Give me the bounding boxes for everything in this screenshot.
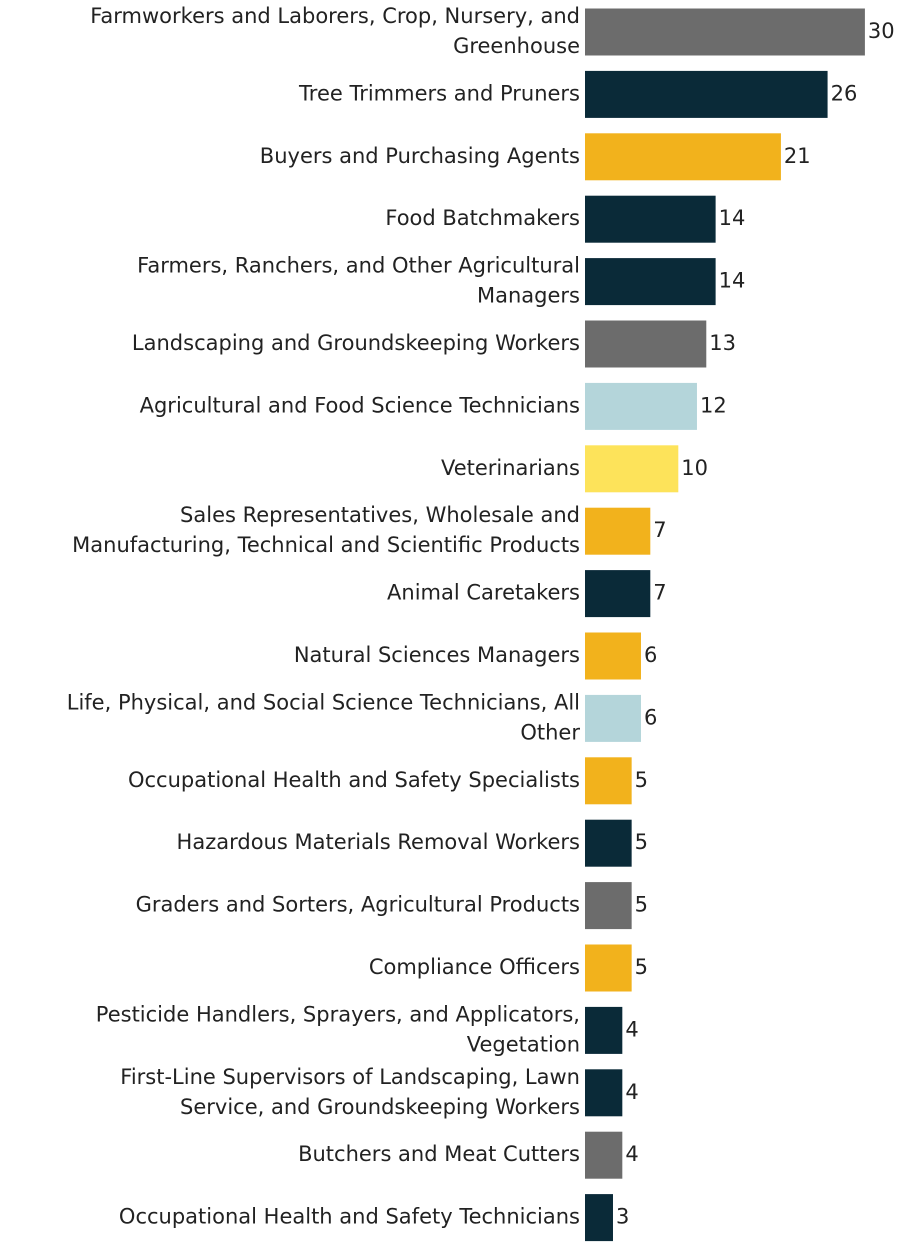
bar-4 [585, 195, 716, 243]
category-label-6: Landscaping and Groundskeeping Workers [132, 331, 580, 355]
value-label-8: 10 [681, 456, 708, 480]
category-labels-group: Farmworkers and Laborers, Crop, Nursery,… [67, 4, 581, 1229]
bar-13 [585, 757, 632, 805]
category-label-3: Buyers and Purchasing Agents [260, 144, 580, 168]
bar-19 [585, 1131, 623, 1179]
bar-11 [585, 632, 641, 680]
category-label-line: Occupational Health and Safety Technicia… [119, 1205, 580, 1229]
category-label-line: First-Line Supervisors of Landscaping, L… [120, 1065, 580, 1089]
category-label-line: Animal Caretakers [387, 581, 580, 605]
value-label-6: 13 [709, 331, 736, 355]
category-label-14: Hazardous Materials Removal Workers [177, 830, 580, 854]
bar-15 [585, 882, 632, 930]
category-label-line: Food Batchmakers [385, 206, 580, 230]
value-label-2: 26 [831, 81, 858, 105]
bar-2 [585, 70, 828, 118]
value-labels-group: 30 26 21 14 14 13 12 10 7 7 6 6 5 5 5 5 4 4 4 3 [616, 19, 895, 1229]
value-label-9: 7 [653, 518, 666, 542]
category-label-line: Butchers and Meat Cutters [298, 1142, 580, 1166]
bar-8 [585, 445, 679, 493]
value-label-15: 5 [635, 893, 648, 917]
bar-7 [585, 382, 697, 430]
category-label-11: Natural Sciences Managers [294, 643, 580, 667]
bar-1 [585, 8, 865, 56]
category-label-5: Farmers, Ranchers, and Other Agricultura… [137, 254, 580, 308]
category-label-line: Farmworkers and Laborers, Crop, Nursery,… [90, 4, 580, 28]
category-label-17: Pesticide Handlers, Sprayers, and Applic… [96, 1002, 580, 1056]
value-label-20: 3 [616, 1205, 629, 1229]
category-label-4: Food Batchmakers [385, 206, 580, 230]
category-label-line: Natural Sciences Managers [294, 643, 580, 667]
category-label-19: Butchers and Meat Cutters [298, 1142, 580, 1166]
category-label-7: Agricultural and Food Science Technician… [140, 393, 580, 417]
category-label-line: Landscaping and Groundskeeping Workers [132, 331, 580, 355]
category-label-line: Life, Physical, and Social Science Techn… [67, 690, 580, 714]
value-label-13: 5 [635, 768, 648, 792]
category-label-8: Veterinarians [441, 456, 580, 480]
bars-group [585, 8, 865, 1242]
value-label-7: 12 [700, 393, 727, 417]
category-label-line: Pesticide Handlers, Sprayers, and Applic… [96, 1002, 580, 1026]
value-label-14: 5 [635, 830, 648, 854]
category-label-line: Other [520, 720, 580, 744]
bar-18 [585, 1069, 623, 1117]
category-label-line: Agricultural and Food Science Technician… [140, 393, 580, 417]
bar-12 [585, 694, 641, 742]
category-label-line: Buyers and Purchasing Agents [260, 144, 580, 168]
bar-9 [585, 507, 651, 555]
category-label-line: Tree Trimmers and Pruners [298, 81, 580, 105]
value-label-5: 14 [719, 269, 746, 293]
category-label-line: Service, and Groundskeeping Workers [180, 1095, 580, 1119]
category-label-1: Farmworkers and Laborers, Crop, Nursery,… [90, 4, 580, 58]
bar-17 [585, 1006, 623, 1054]
category-label-line: Hazardous Materials Removal Workers [177, 830, 580, 854]
category-label-line: Sales Representatives, Wholesale and [180, 503, 580, 527]
value-label-18: 4 [625, 1080, 638, 1104]
category-label-16: Compliance Officers [369, 955, 580, 979]
category-label-18: First-Line Supervisors of Landscaping, L… [120, 1065, 580, 1119]
category-label-line: Vegetation [467, 1032, 580, 1056]
category-label-2: Tree Trimmers and Pruners [298, 81, 580, 105]
bar-5 [585, 258, 716, 306]
bar-14 [585, 819, 632, 867]
category-label-12: Life, Physical, and Social Science Techn… [67, 690, 581, 744]
category-label-10: Animal Caretakers [387, 581, 580, 605]
category-label-9: Sales Representatives, Wholesale and Manu… [72, 503, 580, 557]
category-label-line: Managers [477, 284, 580, 308]
bar-6 [585, 320, 707, 368]
category-label-line: Occupational Health and Safety Specialis… [128, 768, 580, 792]
value-label-11: 6 [644, 643, 657, 667]
bar-20 [585, 1194, 613, 1242]
bar-16 [585, 944, 632, 992]
category-label-line: Greenhouse [453, 34, 580, 58]
category-label-line: Farmers, Ranchers, and Other Agricultura… [137, 254, 580, 278]
category-label-15: Graders and Sorters, Agricultural Produc… [136, 893, 580, 917]
category-label-13: Occupational Health and Safety Specialis… [128, 768, 580, 792]
category-label-line: Graders and Sorters, Agricultural Produc… [136, 893, 580, 917]
value-label-17: 4 [625, 1017, 638, 1041]
value-label-1: 30 [868, 19, 895, 43]
value-label-4: 14 [719, 206, 746, 230]
value-label-19: 4 [625, 1142, 638, 1166]
value-label-3: 21 [784, 144, 811, 168]
bar-3 [585, 133, 781, 181]
bar-10 [585, 570, 651, 618]
value-label-16: 5 [635, 955, 648, 979]
category-label-line: Compliance Officers [369, 955, 580, 979]
category-label-line: Manufacturing, Technical and Scientific … [72, 533, 580, 557]
value-label-12: 6 [644, 705, 657, 729]
category-label-line: Veterinarians [441, 456, 580, 480]
category-label-20: Occupational Health and Safety Technicia… [119, 1205, 580, 1229]
value-label-10: 7 [653, 581, 666, 605]
